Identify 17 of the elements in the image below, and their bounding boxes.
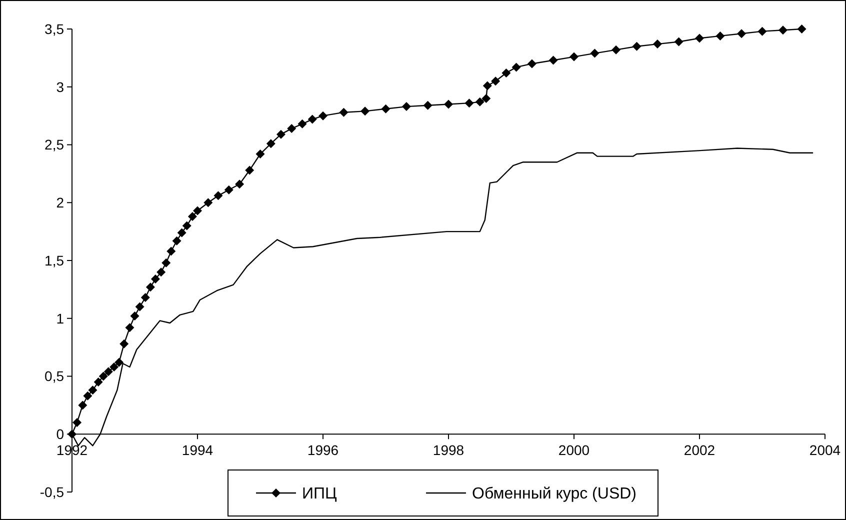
x-tick-label: 1998 — [432, 442, 464, 458]
y-tick-label: 0 — [56, 426, 64, 442]
x-tick-label: 2004 — [809, 442, 841, 458]
y-tick-label: 3 — [56, 78, 64, 95]
x-tick-label: 1996 — [307, 442, 339, 458]
y-tick-label: 1,5 — [44, 252, 64, 268]
x-tick-label: 1994 — [182, 442, 214, 458]
y-tick-label: 2,5 — [44, 136, 64, 153]
y-tick-label: 3,5 — [44, 20, 64, 37]
x-tick-label: 2000 — [558, 442, 590, 458]
y-tick-label: 1 — [56, 310, 64, 326]
y-tick-label: 2 — [56, 194, 64, 211]
legend-label: ИПЦ — [302, 486, 337, 503]
y-tick-label: 0,5 — [44, 368, 64, 384]
legend-label: Обменный курс (USD) — [472, 486, 636, 503]
x-tick-label: 2002 — [684, 442, 716, 458]
y-tick-label: -0,5 — [40, 484, 64, 500]
